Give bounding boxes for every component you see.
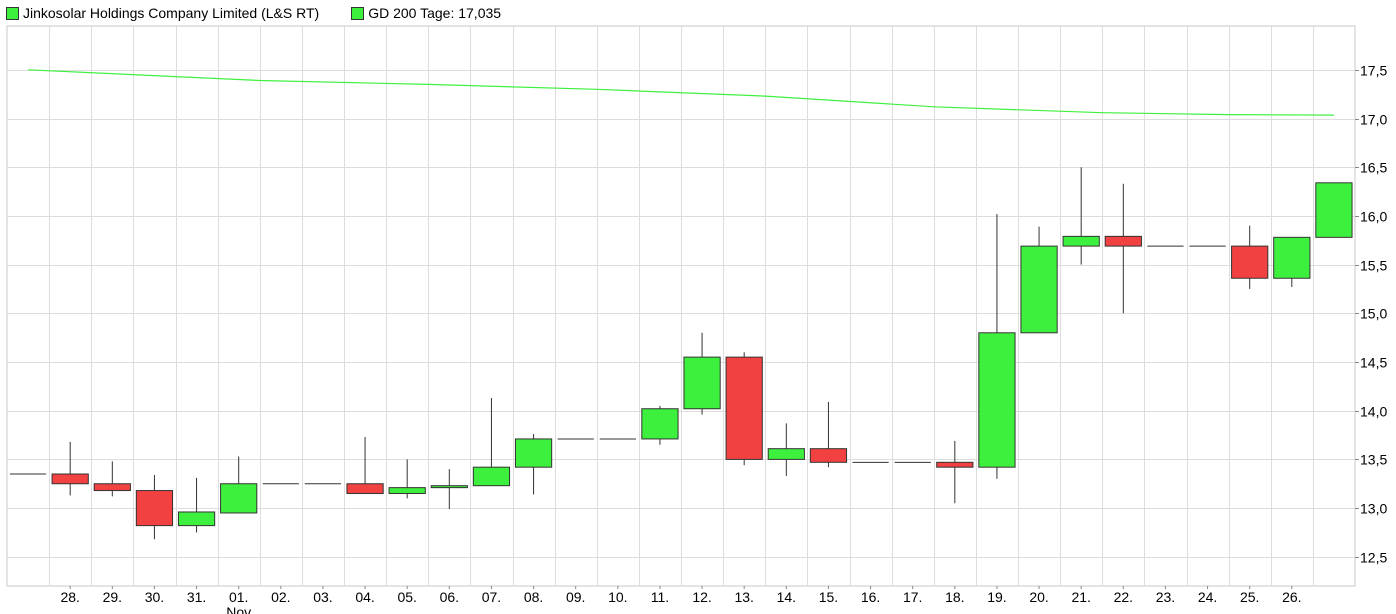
x-tick-label: 10. [608, 589, 627, 605]
candle-body [683, 356, 721, 410]
x-tick-label: 08. [524, 589, 543, 605]
candle [1020, 226, 1058, 334]
x-tick-label: 13. [734, 589, 753, 605]
candle [725, 352, 763, 466]
candle [641, 405, 679, 445]
x-tick-label: 15. [819, 589, 838, 605]
candle [177, 477, 216, 533]
legend-swatch-price [6, 6, 19, 20]
y-tick-label: 14,5 [1360, 355, 1387, 371]
x-tick-label: 02. [271, 589, 290, 605]
candle [1062, 167, 1100, 265]
y-tick-label: 14,0 [1360, 404, 1387, 420]
x-tick-label: 25. [1240, 589, 1259, 605]
y-tick-label: 17,5 [1360, 63, 1387, 79]
candle-body [430, 485, 468, 489]
candle [936, 440, 974, 504]
candle [683, 332, 721, 415]
x-tick-label: 18. [945, 589, 964, 605]
y-tick-label: 15,5 [1360, 258, 1387, 274]
candle-body [93, 483, 131, 492]
candle [1273, 236, 1311, 288]
candle-body [1273, 236, 1311, 279]
y-tick-label: 17,0 [1360, 112, 1387, 128]
candle [51, 441, 89, 496]
y-tick-label: 13,0 [1360, 501, 1387, 517]
y-tick-label: 12,5 [1360, 550, 1387, 566]
chart-legend: Jinkosolar Holdings Company Limited (L&S… [6, 4, 533, 22]
candle [1231, 225, 1269, 289]
candle [767, 423, 805, 476]
legend-label-price: Jinkosolar Holdings Company Limited (L&S… [23, 5, 320, 21]
ma200-line [28, 69, 1334, 116]
candle [220, 456, 258, 514]
legend-swatch-ma200 [351, 6, 365, 20]
legend-label-ma200: GD 200 Tage: 17,035 [368, 5, 502, 21]
candle [978, 213, 1016, 479]
x-tick-label: 04. [355, 589, 374, 605]
x-tick-label: 30. [145, 589, 164, 605]
x-month-label: Nov [226, 604, 251, 614]
candle-body [1062, 235, 1100, 247]
x-tick-label: 22. [1114, 589, 1133, 605]
grid-lines [7, 26, 1355, 586]
candle [1104, 183, 1142, 314]
candle-body [177, 511, 216, 527]
candle [388, 459, 426, 499]
candle [472, 398, 511, 487]
x-tick-label: 29. [103, 589, 122, 605]
x-tick-label: 23. [1156, 589, 1175, 605]
candle-body [1104, 235, 1142, 247]
candle-body [767, 448, 805, 460]
candle-body [346, 483, 384, 494]
candle-body [641, 408, 679, 440]
candle-body [51, 473, 89, 485]
candle [514, 434, 553, 495]
legend-item-price[interactable]: Jinkosolar Holdings Company Limited (L&S… [6, 5, 319, 21]
candle [93, 461, 131, 497]
candle-body [388, 487, 426, 494]
x-tick-label: 11. [651, 589, 669, 605]
x-tick-label: 17. [903, 589, 922, 605]
candle [135, 474, 174, 540]
y-tick-label: 16,5 [1360, 160, 1387, 176]
x-tick-label: 05. [397, 589, 416, 605]
y-tick-label: 13,5 [1360, 452, 1387, 468]
x-tick-label: 24. [1198, 589, 1217, 605]
candle-body [220, 483, 258, 514]
candle-body [135, 490, 174, 527]
candle [1315, 182, 1353, 238]
candle-body [725, 356, 763, 460]
candles [9, 167, 1353, 540]
x-tick-label: 07. [482, 589, 501, 605]
legend-item-ma200[interactable]: GD 200 Tage: 17,035 [351, 5, 501, 21]
x-tick-label: 01. [229, 589, 248, 605]
x-tick-label: 14. [777, 589, 796, 605]
x-tick-label: 06. [440, 589, 459, 605]
x-tick-label: 16. [861, 589, 880, 605]
candle-body [514, 438, 553, 468]
x-tick-label: 03. [313, 589, 332, 605]
candle-body [978, 332, 1016, 468]
candle-body [936, 461, 974, 468]
x-tick-label: 28. [60, 589, 79, 605]
candle-body [1231, 245, 1269, 279]
x-tick-label: 09. [566, 589, 585, 605]
candle-body [472, 466, 511, 487]
x-tick-label: 20. [1029, 589, 1048, 605]
candle [346, 436, 384, 494]
candle-body [1020, 245, 1058, 334]
y-tick-label: 16,0 [1360, 209, 1387, 225]
x-tick-label: 19. [987, 589, 1006, 605]
candle-body [1315, 182, 1353, 238]
y-tick-label: 15,0 [1360, 306, 1387, 322]
candle-body [809, 448, 848, 463]
candle [430, 469, 468, 510]
x-tick-label: 12. [692, 589, 711, 605]
x-tick-label: 21. [1071, 589, 1090, 605]
candle [809, 401, 848, 468]
x-tick-label: 31. [187, 589, 206, 605]
x-tick-label: 26. [1282, 589, 1301, 605]
